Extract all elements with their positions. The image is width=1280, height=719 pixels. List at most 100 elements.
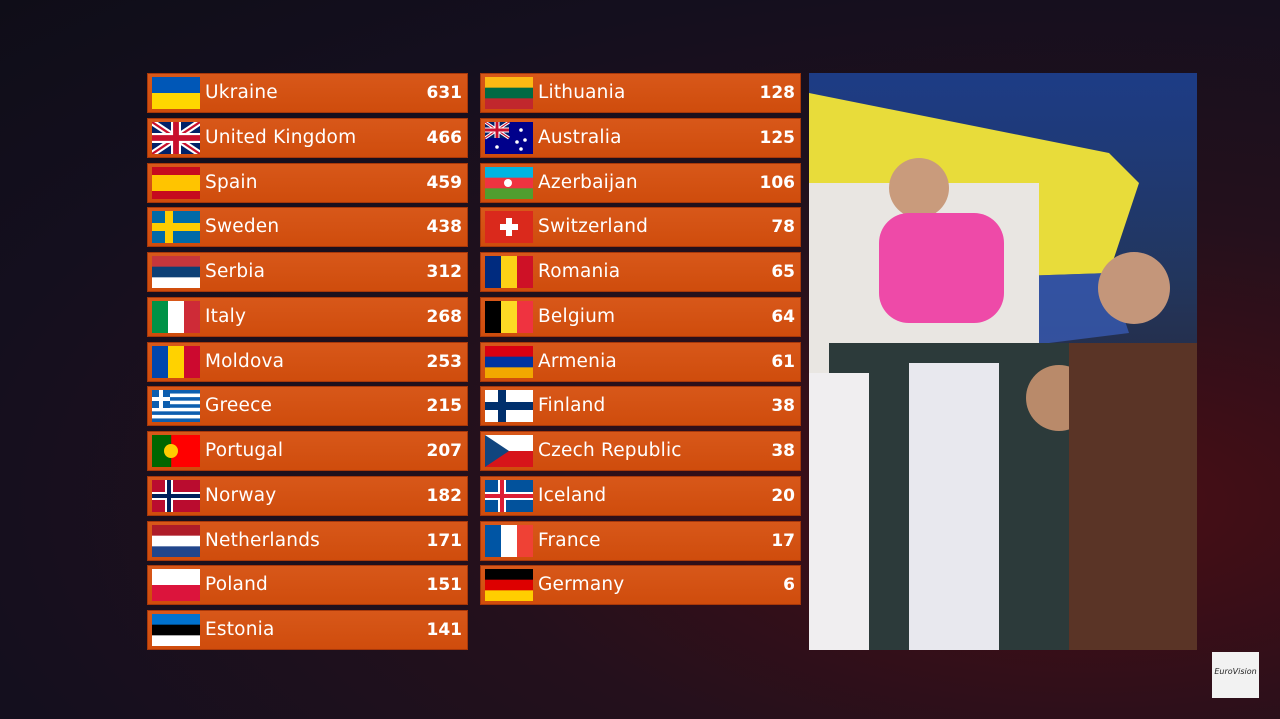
score-row: United Kingdom 466 bbox=[147, 117, 468, 158]
flag bbox=[485, 345, 533, 378]
country-name: Finland bbox=[538, 395, 606, 417]
country-name: Moldova bbox=[205, 350, 285, 372]
flag bbox=[485, 121, 533, 154]
score-row: Ukraine 631 bbox=[147, 73, 468, 113]
country-name: Czech Republic bbox=[538, 440, 682, 461]
score-row: Czech Republic 38 bbox=[480, 431, 801, 471]
flag bbox=[152, 435, 200, 467]
flag bbox=[152, 614, 200, 646]
country-points: 438 bbox=[426, 217, 463, 238]
country-name: Armenia bbox=[538, 350, 617, 372]
flag bbox=[152, 211, 200, 244]
country-name: Italy bbox=[205, 305, 247, 327]
country-name: Germany bbox=[538, 574, 625, 596]
score-row: Azerbaijan 106 bbox=[480, 162, 801, 203]
score-row: Armenia 61 bbox=[480, 341, 801, 382]
country-name: Australia bbox=[538, 126, 622, 148]
flag bbox=[485, 256, 533, 288]
score-row: Greece 215 bbox=[147, 386, 468, 427]
country-name: United Kingdom bbox=[205, 126, 357, 148]
flag bbox=[152, 569, 200, 602]
flag bbox=[485, 569, 533, 602]
country-points: 20 bbox=[771, 485, 795, 506]
country-name: Ukraine bbox=[205, 82, 278, 103]
country-points: 106 bbox=[759, 172, 796, 193]
flag bbox=[152, 121, 200, 154]
country-points: 215 bbox=[426, 396, 463, 417]
country-points: 78 bbox=[771, 217, 795, 238]
country-points: 65 bbox=[771, 262, 795, 282]
broadcast-logo: EuroVision bbox=[1212, 652, 1259, 698]
country-points: 64 bbox=[771, 306, 795, 327]
country-name: Poland bbox=[205, 574, 268, 596]
country-name: Lithuania bbox=[538, 82, 626, 103]
country-points: 141 bbox=[426, 620, 463, 640]
score-row: Australia 125 bbox=[480, 117, 801, 158]
country-name: Spain bbox=[205, 171, 258, 193]
score-row: Netherlands 171 bbox=[147, 520, 468, 561]
score-row: Lithuania 128 bbox=[480, 73, 801, 113]
country-points: 253 bbox=[426, 351, 463, 372]
flag bbox=[485, 211, 533, 244]
country-points: 38 bbox=[771, 441, 795, 461]
country-points: 38 bbox=[771, 396, 795, 417]
country-name: Sweden bbox=[205, 216, 280, 238]
flag bbox=[485, 524, 533, 557]
score-row: Italy 268 bbox=[147, 296, 468, 337]
flag bbox=[485, 390, 533, 423]
score-row: Serbia 312 bbox=[147, 252, 468, 292]
country-name: France bbox=[538, 529, 601, 551]
country-points: 17 bbox=[771, 530, 795, 551]
flag bbox=[152, 77, 200, 109]
flag bbox=[485, 77, 533, 109]
score-row: Sweden 438 bbox=[147, 207, 468, 248]
country-name: Greece bbox=[205, 395, 273, 417]
country-points: 61 bbox=[771, 351, 795, 372]
country-points: 631 bbox=[426, 83, 463, 103]
country-name: Azerbaijan bbox=[538, 171, 638, 193]
flag bbox=[152, 345, 200, 378]
country-points: 171 bbox=[426, 530, 463, 551]
score-row: Moldova 253 bbox=[147, 341, 468, 382]
score-row: Poland 151 bbox=[147, 565, 468, 606]
country-name: Iceland bbox=[538, 484, 607, 506]
score-row: Germany 6 bbox=[480, 565, 801, 606]
country-name: Switzerland bbox=[538, 216, 649, 238]
flag bbox=[152, 390, 200, 423]
flag bbox=[152, 256, 200, 288]
score-row: Portugal 207 bbox=[147, 431, 468, 471]
score-row: Iceland 20 bbox=[480, 475, 801, 516]
score-row: Romania 65 bbox=[480, 252, 801, 292]
country-points: 182 bbox=[426, 485, 463, 506]
country-points: 125 bbox=[759, 127, 796, 148]
score-row: France 17 bbox=[480, 520, 801, 561]
camera-scene bbox=[809, 93, 1197, 650]
score-row: Estonia 141 bbox=[147, 610, 468, 650]
country-points: 151 bbox=[426, 575, 463, 596]
flag bbox=[152, 479, 200, 512]
flag bbox=[485, 479, 533, 512]
country-points: 128 bbox=[759, 83, 796, 103]
country-points: 459 bbox=[426, 172, 463, 193]
score-row: Norway 182 bbox=[147, 475, 468, 516]
country-name: Netherlands bbox=[205, 529, 320, 551]
score-row: Switzerland 78 bbox=[480, 207, 801, 248]
country-name: Portugal bbox=[205, 440, 284, 461]
country-points: 268 bbox=[426, 306, 463, 327]
flag bbox=[485, 435, 533, 467]
country-name: Belgium bbox=[538, 305, 616, 327]
country-name: Estonia bbox=[205, 619, 275, 640]
flag bbox=[152, 166, 200, 199]
country-name: Romania bbox=[538, 261, 621, 282]
score-row: Belgium 64 bbox=[480, 296, 801, 337]
country-points: 6 bbox=[783, 575, 795, 596]
country-points: 207 bbox=[426, 441, 463, 461]
live-camera bbox=[809, 73, 1197, 650]
country-points: 466 bbox=[426, 127, 463, 148]
score-row: Spain 459 bbox=[147, 162, 468, 203]
country-name: Serbia bbox=[205, 261, 266, 282]
flag bbox=[485, 166, 533, 199]
country-points: 312 bbox=[426, 262, 463, 282]
country-name: Norway bbox=[205, 484, 277, 506]
